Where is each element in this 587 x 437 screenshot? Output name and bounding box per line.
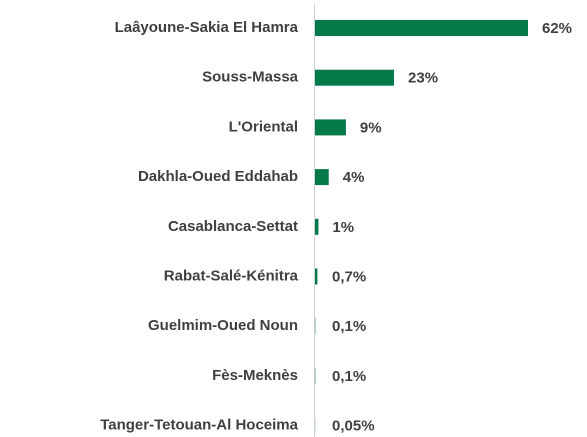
category-label: Laâyoune-Sakia El Hamra xyxy=(115,19,299,36)
bar xyxy=(315,20,528,36)
category-label: L'Oriental xyxy=(229,118,298,135)
value-label: 0,1% xyxy=(332,368,366,385)
value-label: 0,7% xyxy=(332,268,366,285)
bar xyxy=(315,169,329,186)
value-label: 23% xyxy=(408,70,438,87)
value-label: 1% xyxy=(332,219,354,236)
value-label: 0,05% xyxy=(332,418,375,435)
bar xyxy=(315,69,395,86)
category-label: Guelmim-Oued Noun xyxy=(148,317,298,334)
bar xyxy=(315,218,319,235)
category-label: Souss-Massa xyxy=(202,69,299,86)
category-label: Tanger-Tetouan-Al Hoceima xyxy=(100,417,298,434)
bar xyxy=(315,268,318,285)
category-label: Dakhla-Oued Eddahab xyxy=(138,168,298,185)
value-label: 62% xyxy=(542,20,572,37)
value-label: 4% xyxy=(343,169,365,186)
bar xyxy=(315,119,346,136)
category-label: Rabat-Salé-Kénitra xyxy=(164,267,299,284)
category-label: Fès-Meknès xyxy=(212,367,298,384)
value-label: 9% xyxy=(360,119,382,136)
category-label: Casablanca-Settat xyxy=(168,218,298,235)
value-label: 0,1% xyxy=(332,318,366,335)
